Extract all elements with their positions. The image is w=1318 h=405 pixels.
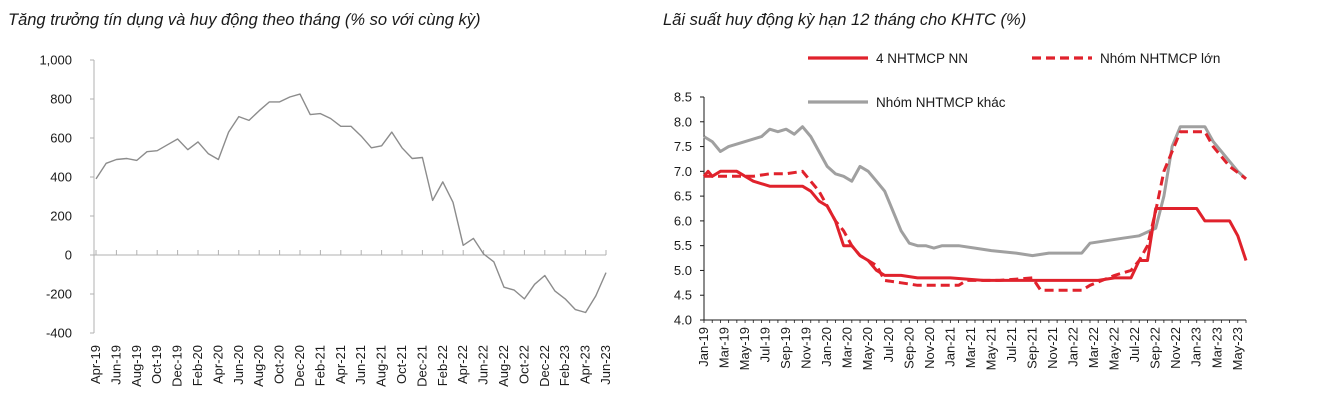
credit-y-tick-label: 400 <box>50 170 72 185</box>
credit-x-tick-label: Feb-20 <box>190 345 205 386</box>
rates-x-tick-label: Mar-23 <box>1209 327 1224 368</box>
rates-x-tick-label: Jan-23 <box>1189 327 1204 367</box>
rates-y-tick-label: 8.5 <box>674 90 692 105</box>
credit-x-tick-label: Apr-19 <box>88 345 103 384</box>
credit-x-tick-label: Dec-20 <box>292 345 307 387</box>
rates-y-tick-label: 7.5 <box>674 139 692 154</box>
credit-x-tick-label: Jun-21 <box>353 345 368 385</box>
rates-y-tick-label: 7.0 <box>674 164 692 179</box>
rates-x-tick-label: Jan-19 <box>696 327 711 367</box>
credit-x-tick-label: Apr-20 <box>210 345 225 384</box>
rates-x-tick-label: Nov-20 <box>922 327 937 369</box>
credit-x-tick-label: Oct-20 <box>272 345 287 384</box>
rates-x-tick-label: Nov-19 <box>799 327 814 369</box>
credit-chart-title: Tăng trưởng tín dụng và huy động theo th… <box>8 11 481 29</box>
rates-y-tick-label: 5.0 <box>674 263 692 278</box>
credit-x-tick-label: Jun-23 <box>598 345 613 385</box>
rates-y-tick-label: 4.5 <box>674 288 692 303</box>
rates-x-tick-label: Jul-20 <box>881 327 896 362</box>
credit-x-tick-label: Oct-19 <box>149 345 164 384</box>
credit-x-tick-label: Feb-22 <box>435 345 450 386</box>
rates-y-tick-label: 5.5 <box>674 238 692 253</box>
credit-x-tick-label: Oct-21 <box>394 345 409 384</box>
rates-y-tick-label: 8.0 <box>674 114 692 129</box>
credit-y-tick-label: -200 <box>46 287 72 302</box>
credit-x-tick-label: Jun-19 <box>108 345 123 385</box>
credit-x-tick-label: Jun-20 <box>231 345 246 385</box>
credit-x-tick-label: Dec-21 <box>414 345 429 387</box>
rates-x-tick-label: Sep-22 <box>1148 327 1163 369</box>
credit-y-tick-label: 1,000 <box>39 53 72 68</box>
rates-x-tick-label: May-21 <box>983 327 998 370</box>
rates-series-other-banks <box>703 125 1248 258</box>
rates-y-tick-label: 4.0 <box>674 313 692 328</box>
rates-x-tick-label: Nov-22 <box>1168 327 1183 369</box>
credit-x-tick-label: Feb-21 <box>312 345 327 386</box>
rates-x-tick-label: May-23 <box>1230 327 1245 370</box>
rates-x-tick-label: Jul-22 <box>1127 327 1142 362</box>
credit-y-tick-label: 800 <box>50 92 72 107</box>
rates-x-tick-label: Mar-22 <box>1086 327 1101 368</box>
rates-x-tick-label: Nov-21 <box>1045 327 1060 369</box>
rates-x-tick-label: Jan-21 <box>942 327 957 367</box>
rates-x-tick-label: Jan-20 <box>819 327 834 367</box>
rates-series-state-banks <box>702 169 1248 282</box>
credit-x-tick-label: Dec-22 <box>537 345 552 387</box>
credit-y-tick-label: 600 <box>50 131 72 146</box>
credit-x-tick-label: Dec-19 <box>170 345 185 387</box>
rates-y-tick-label: 6.5 <box>674 189 692 204</box>
rates-x-tick-label: Mar-20 <box>840 327 855 368</box>
credit-series-line <box>95 93 607 314</box>
rates-x-tick-label: May-22 <box>1107 327 1122 370</box>
legend-state-banks-label: 4 NHTMCP NN <box>876 51 968 66</box>
rates-x-tick-label: May-20 <box>860 327 875 370</box>
credit-x-tick-label: Apr-22 <box>455 345 470 384</box>
rates-x-tick-label: Mar-19 <box>717 327 732 368</box>
rates-x-tick-label: Sep-21 <box>1024 327 1039 369</box>
credit-x-tick-label: Aug-19 <box>129 345 144 387</box>
rates-y-tick-label: 6.0 <box>674 213 692 228</box>
credit-growth-chart: -400 -200 0 200 400 600 800 1,000 Apr-19 Jun-19 Au… <box>39 53 613 387</box>
credit-x-tick-label: Aug-21 <box>374 345 389 387</box>
rates-chart-title: Lãi suất huy động kỳ hạn 12 tháng cho KH… <box>663 11 1027 29</box>
rates-x-tick-label: May-19 <box>737 327 752 370</box>
credit-x-tick-label: Feb-23 <box>557 345 572 386</box>
credit-y-tick-label: 200 <box>50 209 72 224</box>
legend-large-banks-label: Nhóm NHTMCP lớn <box>1100 51 1220 66</box>
credit-x-tick-label: Aug-20 <box>251 345 266 387</box>
rates-x-tick-label: Jul-21 <box>1004 327 1019 362</box>
rates-x-tick-label: Sep-19 <box>778 327 793 369</box>
credit-x-tick-label: Apr-23 <box>578 345 593 384</box>
credit-x-tick-label: Oct-22 <box>516 345 531 384</box>
credit-x-tick-label: Apr-21 <box>333 345 348 384</box>
credit-y-tick-label: 0 <box>65 248 72 263</box>
credit-x-tick-label: Aug-22 <box>496 345 511 387</box>
rates-x-tick-label: Jan-22 <box>1066 327 1081 367</box>
rates-x-tick-label: Mar-21 <box>963 327 978 368</box>
rates-x-tick-label: Sep-20 <box>901 327 916 369</box>
legend-other-banks-label: Nhóm NHTMCP khác <box>876 95 1006 110</box>
rates-x-tick-label: Jul-19 <box>758 327 773 362</box>
credit-x-tick-label: Jun-22 <box>476 345 491 385</box>
rates-series-large-banks <box>704 130 1247 292</box>
credit-y-tick-label: -400 <box>46 326 72 341</box>
